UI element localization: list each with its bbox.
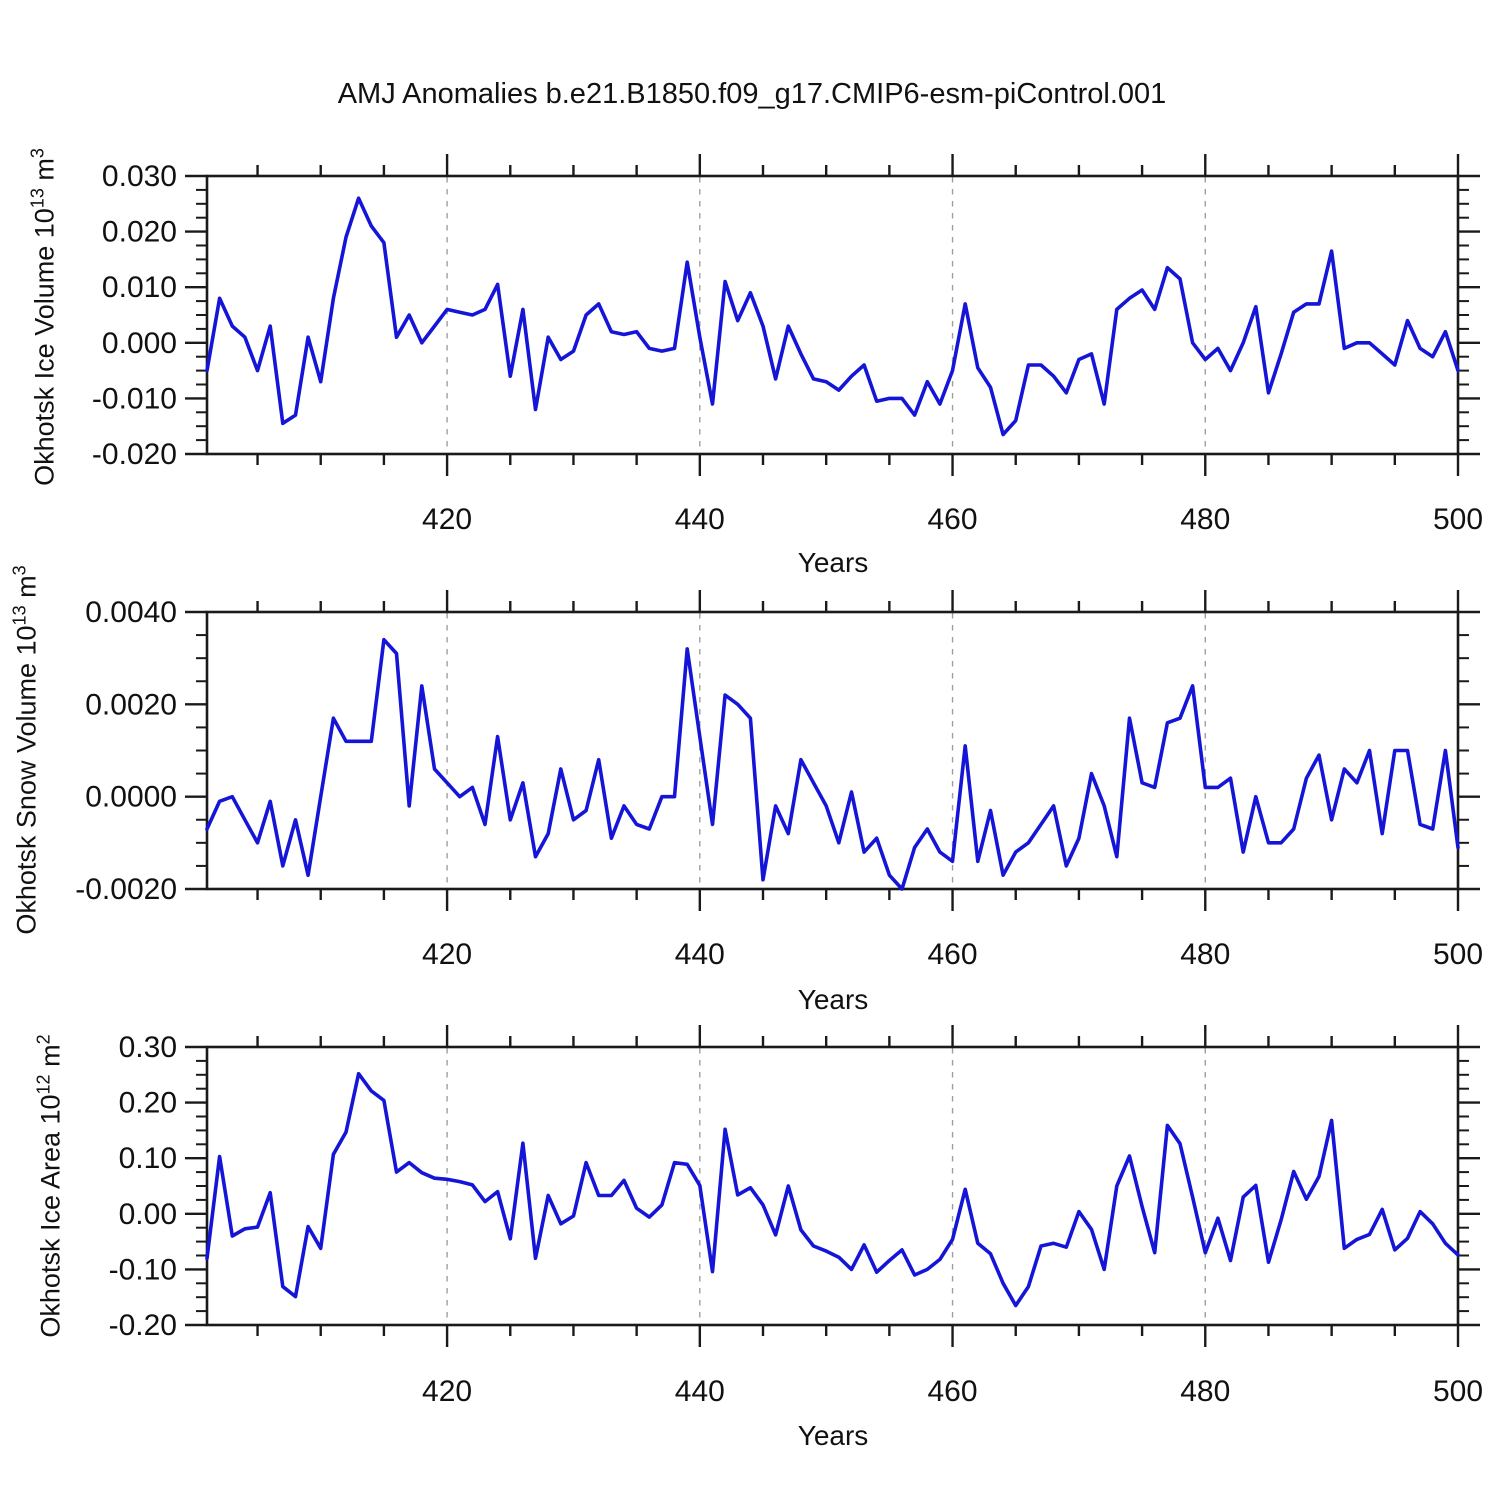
yaxis-title-unit-exponent: 2: [33, 1034, 54, 1045]
plot-frame: [205, 610, 1460, 891]
y-tick-label: -0.0020: [75, 873, 177, 906]
x-tick-label: 440: [675, 503, 725, 536]
yaxis-title-text: Okhotsk Snow Volume 10: [11, 625, 42, 935]
plot-frame: [205, 174, 1460, 456]
y-tick-label: 0.00: [119, 1198, 177, 1231]
data-line-okhotsk-snow-volume: [205, 637, 1460, 891]
x-tick-label: 500: [1433, 1375, 1483, 1408]
yaxis-title-unit: m: [11, 575, 42, 606]
yaxis-title-unit-exponent: 3: [9, 565, 30, 576]
y-tick-label: 0.0040: [85, 596, 177, 629]
yaxis-title-ice-volume: Okhotsk Ice Volume 1013 m3: [28, 148, 61, 486]
yaxis-title-text: Okhotsk Ice Volume 10: [29, 208, 60, 486]
y-tick-label: 0.010: [102, 271, 177, 304]
y-tick-label: -0.020: [92, 438, 177, 471]
y-tick-label: -0.20: [109, 1309, 177, 1342]
xaxis-title-panel2: Years: [797, 984, 869, 1015]
yaxis-title-ice-area: Okhotsk Ice Area 1012 m2: [34, 1034, 67, 1337]
yaxis-title-text: Okhotsk Ice Area 10: [35, 1094, 66, 1338]
panel-snow-volume: 420 440 460 480 500 0.0040 0.0020 0.0000 -0.0020: [75, 590, 1483, 971]
y-tick-label: -0.010: [92, 382, 177, 415]
y-tick-label: -0.10: [109, 1253, 177, 1286]
y-tick-label: 0.020: [102, 216, 177, 249]
chart-title: AMJ Anomalies b.e21.B1850.f09_g17.CMIP6-…: [337, 78, 1167, 110]
yaxis-title-exponent: 12: [33, 1074, 54, 1095]
x-tick-label: 460: [928, 938, 978, 971]
yaxis-title-unit: m: [35, 1044, 66, 1075]
y-tick-label: 0.0000: [85, 781, 177, 814]
plot-frame: [205, 1045, 1460, 1327]
panel-ice-volume: 420 440 460 480 500 0.030 0.020 0.010 0.000 -0.01…: [92, 154, 1483, 536]
xaxis-title-panel3: Years: [797, 1420, 869, 1451]
x-tick-label: 420: [422, 938, 472, 971]
x-tick-label: 440: [675, 1375, 725, 1408]
x-tick-label: 460: [928, 1375, 978, 1408]
x-tick-label: 480: [1180, 938, 1230, 971]
y-tick-label: 0.20: [119, 1087, 177, 1120]
panel-ice-area: 420 440 460 480 500 0.30 0.20 0.10 0.00 -0.10 -0.2…: [109, 1025, 1483, 1408]
yaxis-title-unit-exponent: 3: [27, 148, 48, 159]
y-tick-label: 0.000: [102, 327, 177, 360]
yaxis-title-exponent: 13: [27, 188, 48, 209]
x-tick-label: 440: [675, 938, 725, 971]
yaxis-title-unit: m: [29, 158, 60, 189]
y-tick-label: 0.30: [119, 1031, 177, 1064]
x-tick-label: 420: [422, 1375, 472, 1408]
data-line-okhotsk-ice-volume: [205, 196, 1460, 437]
y-tick-label: 0.030: [102, 160, 177, 193]
x-tick-label: 500: [1433, 503, 1483, 536]
y-tick-label: 0.10: [119, 1142, 177, 1175]
yaxis-title-exponent: 13: [9, 605, 30, 626]
y-tick-label: 0.0020: [85, 688, 177, 721]
data-line-okhotsk-ice-area: [205, 1071, 1460, 1308]
x-tick-label: 460: [928, 503, 978, 536]
x-tick-label: 420: [422, 503, 472, 536]
x-tick-label: 480: [1180, 1375, 1230, 1408]
x-tick-label: 480: [1180, 503, 1230, 536]
x-tick-label: 500: [1433, 938, 1483, 971]
yaxis-title-snow-volume: Okhotsk Snow Volume 1013 m3: [10, 565, 43, 934]
xaxis-title-panel1: Years: [797, 547, 869, 578]
